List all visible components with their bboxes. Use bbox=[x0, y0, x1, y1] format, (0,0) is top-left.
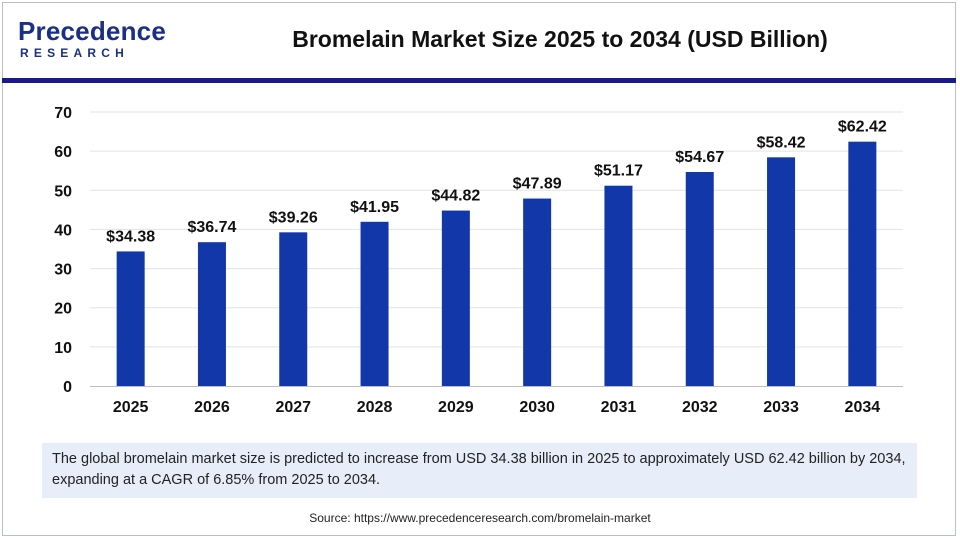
y-tick-label: 30 bbox=[54, 262, 72, 279]
bar bbox=[767, 157, 796, 386]
logo-subtitle: RESEARCH bbox=[20, 46, 129, 60]
source-text: Source: https://www.precedenceresearch.c… bbox=[309, 511, 651, 525]
bar-data-label: $47.89 bbox=[513, 176, 562, 193]
bar bbox=[685, 172, 714, 386]
summary-note: The global bromelain market size is pred… bbox=[42, 443, 917, 498]
x-tick-label: 2033 bbox=[763, 399, 799, 416]
bar bbox=[197, 242, 226, 386]
x-tick-label: 2027 bbox=[275, 399, 311, 416]
x-tick-label: 2028 bbox=[357, 399, 393, 416]
x-tick-label: 2026 bbox=[194, 399, 230, 416]
bar-data-label: $51.17 bbox=[594, 163, 643, 180]
bar-data-label: $44.82 bbox=[431, 188, 480, 205]
y-tick-label: 50 bbox=[54, 183, 72, 200]
y-tick-label: 20 bbox=[54, 301, 72, 318]
bar bbox=[848, 141, 877, 386]
x-tick-label: 2031 bbox=[601, 399, 637, 416]
bar bbox=[523, 198, 552, 386]
x-tick-label: 2034 bbox=[845, 399, 881, 416]
bar-data-label: $41.95 bbox=[350, 199, 399, 216]
chart-title: Bromelain Market Size 2025 to 2034 (USD … bbox=[292, 26, 828, 52]
x-tick-label: 2032 bbox=[682, 399, 718, 416]
brand-logo: Precedence RESEARCH bbox=[18, 16, 188, 64]
bar bbox=[360, 221, 389, 386]
logo-wordmark: Precedence bbox=[18, 16, 166, 46]
bar-data-label: $62.42 bbox=[838, 119, 887, 136]
y-tick-label: 10 bbox=[54, 340, 72, 357]
bar bbox=[604, 185, 633, 386]
bar-data-label: $58.42 bbox=[757, 134, 806, 151]
bar-data-label: $54.67 bbox=[675, 149, 724, 166]
y-tick-label: 0 bbox=[63, 379, 72, 396]
x-tick-label: 2025 bbox=[113, 399, 149, 416]
bar-data-label: $39.26 bbox=[269, 209, 318, 226]
bar-data-label: $36.74 bbox=[187, 219, 236, 236]
x-tick-label: 2029 bbox=[438, 399, 474, 416]
bar bbox=[441, 210, 470, 386]
bar bbox=[116, 251, 145, 386]
bar-data-label: $34.38 bbox=[106, 228, 155, 245]
y-tick-label: 70 bbox=[54, 105, 72, 122]
y-tick-label: 60 bbox=[54, 144, 72, 161]
bar bbox=[279, 232, 308, 386]
y-tick-label: 40 bbox=[54, 222, 72, 239]
header-divider bbox=[2, 78, 956, 83]
bar-chart: 010203040506070$34.382025$36.742026$39.2… bbox=[54, 105, 903, 416]
x-tick-label: 2030 bbox=[519, 399, 555, 416]
